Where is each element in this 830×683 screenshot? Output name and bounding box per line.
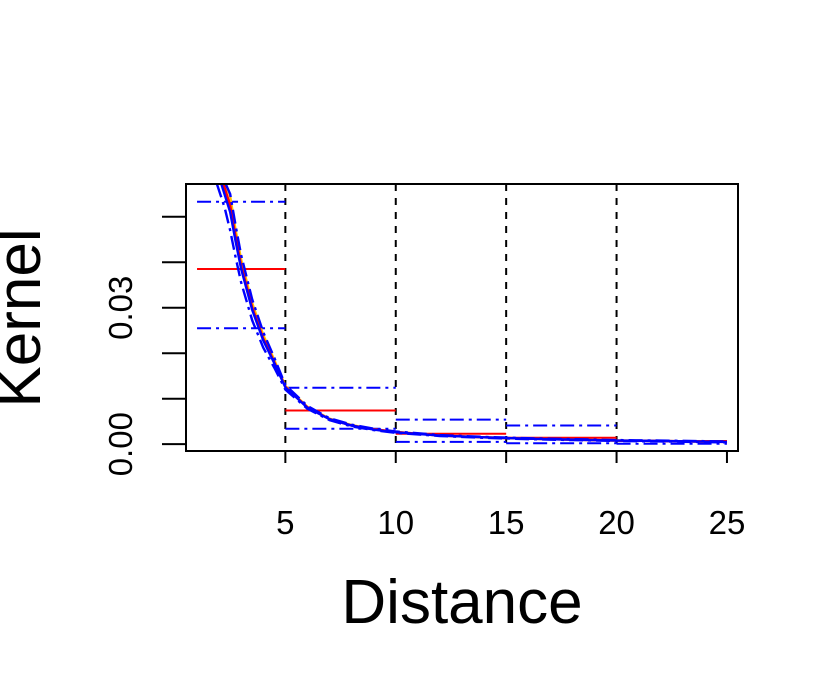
bin-boundary-lines	[284, 184, 618, 451]
y-tick-label: 0.00	[102, 412, 139, 476]
kernel-curves	[215, 184, 727, 444]
y-axis: 0.00 0.03	[102, 215, 187, 476]
x-tick-label: 5	[276, 504, 294, 541]
y-axis-title: Kernel	[0, 228, 54, 407]
x-tick-label: 25	[709, 504, 746, 541]
kernel-curve	[215, 184, 727, 444]
x-tick-label: 15	[488, 504, 525, 541]
x-axis-title: Distance	[341, 568, 582, 637]
x-tick-label: 10	[377, 504, 414, 541]
kernel-curve	[222, 184, 727, 444]
plot-frame	[185, 183, 739, 452]
x-axis: 5 10 15 20 25	[276, 450, 746, 541]
kernel-curve	[220, 184, 727, 444]
kernel-curve	[224, 184, 727, 443]
bin-estimates	[197, 200, 727, 445]
y-tick-label: 0.03	[102, 276, 139, 340]
x-tick-label: 20	[598, 504, 635, 541]
